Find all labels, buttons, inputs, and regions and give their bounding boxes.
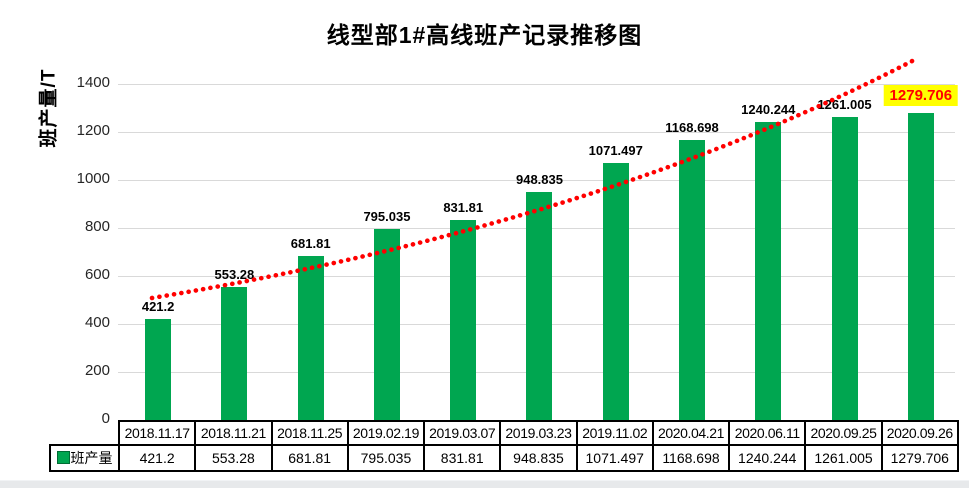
data-label: 553.28	[214, 267, 255, 283]
table-value-cell: 795.035	[346, 444, 426, 472]
table-value-cell: 948.835	[499, 444, 578, 472]
table-value-cell: 553.28	[194, 444, 273, 472]
bar-2020.06.11	[755, 122, 782, 420]
y-tick-label: 1000	[76, 170, 110, 187]
bar-2020.09.26	[907, 112, 934, 420]
table-value-cell: 1240.244	[728, 444, 807, 472]
table-corner-blank	[50, 421, 119, 445]
y-tick-label: 600	[84, 266, 110, 283]
y-tick-label: 1200	[76, 122, 110, 139]
data-label-highlighted: 1279.706	[883, 84, 959, 106]
table-date-cell: 2019.03.07	[423, 420, 502, 446]
data-label: 1261.005	[817, 97, 872, 113]
data-label: 421.2	[141, 298, 175, 314]
legend-cell: 班产量	[49, 444, 120, 472]
table-date-cell: 2020.09.25	[804, 420, 883, 446]
table-value-cell: 1168.698	[651, 444, 731, 472]
gridline-y-1400	[118, 84, 955, 85]
data-label: 1071.497	[588, 142, 643, 158]
bar-2018.11.21	[221, 287, 248, 420]
y-tick-label: 800	[84, 218, 110, 235]
y-tick-label: 0	[101, 410, 110, 427]
table-value-cell: 1261.005	[804, 444, 883, 472]
bar-2018.11.17	[145, 318, 172, 420]
bar-2019.03.23	[526, 192, 553, 420]
table-date-cell: 2019.03.23	[499, 420, 578, 446]
bar-2020.09.25	[831, 117, 858, 420]
data-label: 795.035	[363, 209, 411, 225]
legend-label: 班产量	[70, 450, 113, 466]
y-tick-label: 400	[84, 314, 110, 331]
table-date-cell: 2019.11.02	[575, 420, 654, 446]
table-value-cell: 1071.497	[575, 444, 654, 472]
chart-title: 线型部1#高线班产记录推移图	[326, 22, 643, 48]
data-table: 2018.11.17 2018.11.21 2018.11.25 2019.02.19…	[49, 420, 959, 472]
table-date-cell: 2018.11.17	[117, 420, 197, 446]
table-date-cell: 2020.06.11	[728, 420, 807, 446]
table-date-cell: 2020.04.21	[651, 420, 731, 446]
table-date-cell: 2020.09.26	[880, 420, 959, 446]
legend-swatch-icon	[56, 451, 70, 464]
y-tick-label: 1400	[76, 74, 110, 91]
table-value-cell: 681.81	[270, 444, 349, 472]
bar-2019.03.07	[450, 220, 477, 420]
table-value-cell: 421.2	[117, 444, 197, 472]
table-value-cell: 1279.706	[880, 444, 959, 472]
bar-2018.11.25	[297, 256, 324, 420]
data-label: 1240.244	[741, 102, 796, 118]
data-label: 831.81	[443, 200, 484, 216]
window-bottom-strip	[0, 480, 969, 488]
y-tick-label: 200	[84, 362, 110, 379]
table-date-cell: 2018.11.21	[194, 420, 273, 446]
gridline-y-1200	[118, 132, 955, 133]
bar-2019.11.02	[602, 162, 629, 420]
data-label: 948.835	[515, 172, 563, 188]
bar-2019.02.19	[373, 229, 400, 420]
data-label: 1168.698	[665, 119, 719, 135]
table-date-cell: 2018.11.25	[270, 420, 349, 446]
data-label: 681.81	[290, 236, 331, 252]
table-value-cell: 831.81	[423, 444, 502, 472]
table-date-cell: 2019.02.19	[346, 420, 426, 446]
bar-2020.04.21	[679, 139, 706, 420]
